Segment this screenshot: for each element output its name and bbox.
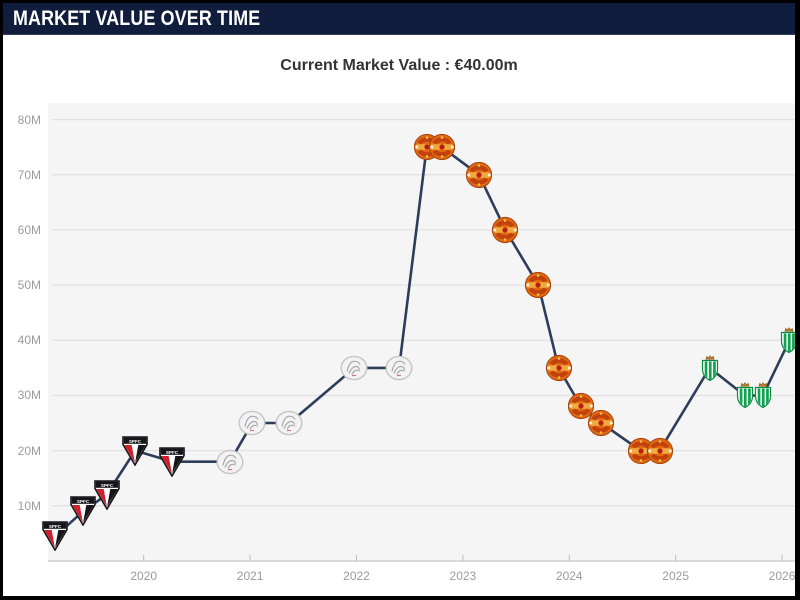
real-betis-crest-icon [781,327,795,354]
svg-text:SPFC: SPFC [100,483,113,488]
real-betis-crest-icon [736,382,753,409]
y-axis-label: 10M [17,498,41,513]
x-axis-label: 2022 [343,569,370,583]
ajax-crest-icon [275,410,303,436]
market-value-chart: 10M 20M 30M 40M 50M 60M 70M 80M 2020 2021 2022 2023… [3,3,795,596]
man-united-crest-icon [545,354,572,381]
man-united-crest-icon [567,393,595,420]
y-axis-label: 60M [17,222,41,237]
x-axis-label: 2024 [555,569,583,583]
x-axis-label: 2025 [662,569,690,583]
svg-text:SPFC: SPFC [166,450,179,455]
x-axis-label: 2023 [449,569,477,583]
man-united-crest-icon [465,161,492,188]
x-axis-label: 2026 [768,569,796,583]
y-axis-label: 30M [17,388,41,403]
sao-paulo-crest-icon: SPFC [42,521,69,552]
real-betis-crest-icon [701,355,718,382]
ajax-crest-icon [385,355,413,381]
ajax-crest-icon [238,410,266,436]
x-axis-label: 2021 [236,569,264,583]
x-axis-label: 2020 [130,569,158,583]
svg-text:SPFC: SPFC [129,439,142,444]
plot-background [48,103,795,561]
real-betis-crest-icon [754,382,771,409]
man-united-crest-icon [428,134,455,161]
current-market-value-label: Current Market Value : €40.00m [280,57,518,74]
y-axis-label: 20M [17,443,41,458]
svg-text:SPFC: SPFC [77,499,90,504]
sao-paulo-crest-icon: SPFC [159,446,186,477]
y-axis-label: 70M [17,167,41,182]
ajax-crest-icon [340,355,368,381]
sao-paulo-crest-icon: SPFC [93,479,120,510]
svg-text:SPFC: SPFC [49,524,62,529]
title-bar: MARKET VALUE OVER TIME [3,3,795,35]
plot-area [48,103,795,562]
sao-paulo-crest-icon: SPFC [70,496,96,527]
y-axis-label: 80M [17,112,41,127]
y-axis-label: 40M [17,333,41,348]
man-united-crest-icon [588,409,615,437]
man-united-crest-icon [492,216,519,244]
man-united-crest-icon [525,271,552,299]
sao-paulo-crest-icon: SPFC [122,435,149,466]
ajax-crest-icon [216,449,244,474]
man-united-crest-icon [646,437,673,464]
y-axis-label: 50M [17,278,41,293]
page-title: MARKET VALUE OVER TIME [13,6,261,30]
